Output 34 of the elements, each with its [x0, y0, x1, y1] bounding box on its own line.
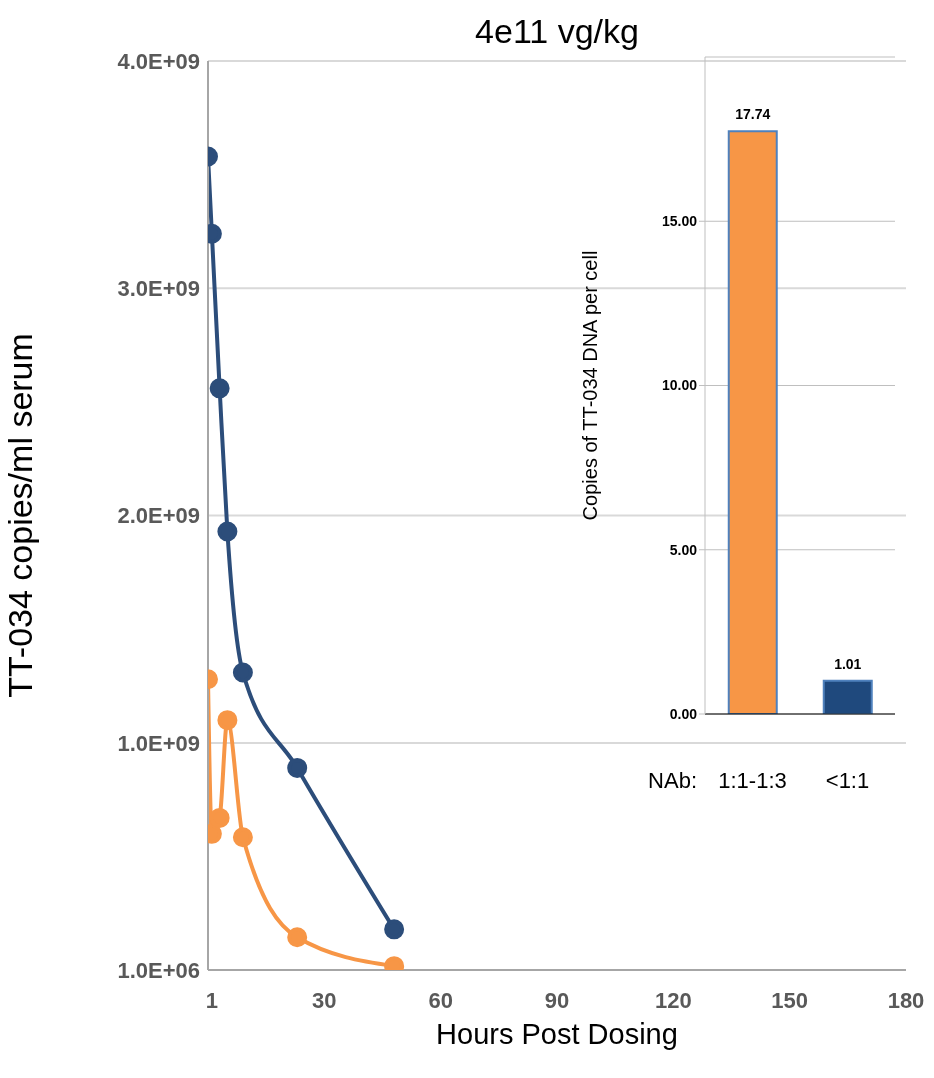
x-tick-label: 1:1-1:3 [718, 767, 787, 793]
y-tick-label: 3.0E+09 [117, 276, 200, 302]
x-tick-label: 180 [887, 987, 925, 1013]
point [209, 378, 230, 399]
x-tick-label: 120 [654, 987, 692, 1013]
point [232, 827, 253, 848]
y-tick-label: 5.00 [669, 541, 698, 558]
x-tick-label: 60 [428, 987, 453, 1013]
y-tick-label: 1.0E+09 [117, 730, 200, 756]
chart-title: 4e11 vg/kg [474, 12, 640, 51]
y-tick-label: 0.00 [669, 705, 698, 722]
x-axis-title: Hours Post Dosing [436, 1018, 678, 1050]
y-tick-label: 15.00 [661, 213, 698, 230]
y-tick-label: 2.0E+09 [117, 503, 200, 529]
point [287, 927, 308, 948]
y-tick-label: 4.0E+09 [117, 48, 200, 74]
point [232, 662, 253, 683]
x-tick-label: 90 [544, 987, 570, 1013]
y-tick-label: 1.0E+06 [117, 957, 200, 983]
data-label: 1.01 [834, 655, 862, 672]
x-tick-label: 30 [312, 987, 337, 1013]
point [217, 710, 238, 731]
x-axis-title: NAb: [648, 768, 697, 793]
data-label: 17.74 [735, 106, 771, 123]
point [287, 757, 308, 778]
point [217, 521, 238, 542]
point [384, 919, 405, 940]
y-axis-title: Copies of TT-034 DNA per cell [579, 250, 602, 521]
x-tick-label: 1 [205, 987, 218, 1013]
point [209, 807, 230, 828]
x-tick-label: <1:1 [825, 767, 870, 793]
x-tick-label: 150 [771, 987, 809, 1013]
y-tick-label: 10.00 [661, 377, 698, 394]
y-axis-title: TT-034 copies/ml serum [1, 333, 40, 698]
